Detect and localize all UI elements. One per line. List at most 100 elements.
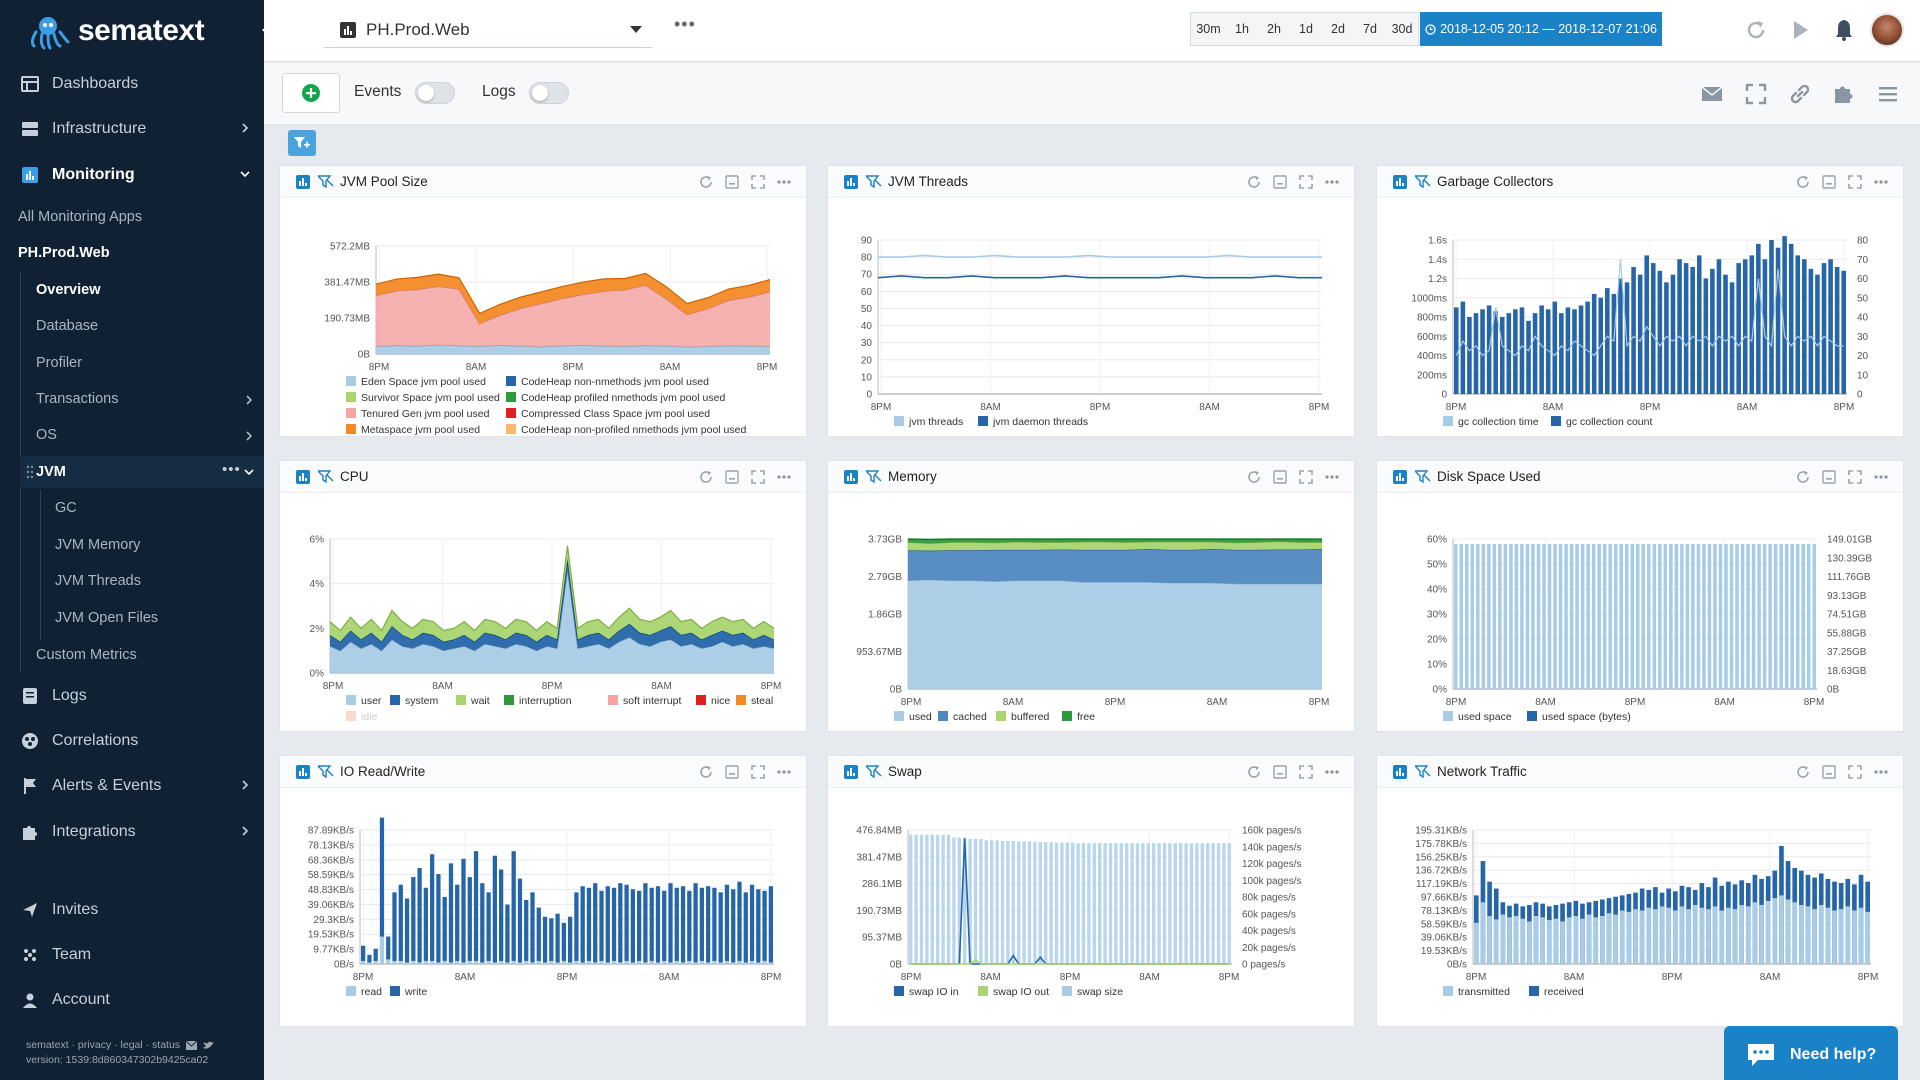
legend-label[interactable]: system <box>405 695 439 707</box>
legend-label[interactable]: nice <box>711 695 730 707</box>
panel-filter-icon[interactable] <box>866 175 882 189</box>
nav-dashboards[interactable]: Dashboards <box>0 62 264 106</box>
chart-type-icon[interactable] <box>296 765 310 779</box>
legend-label[interactable]: CodeHeap non-nmethods jvm pool used <box>521 376 709 388</box>
panel-filter-icon[interactable] <box>1415 765 1431 779</box>
more-icon[interactable] <box>1324 764 1340 780</box>
nav-account[interactable]: Account <box>0 978 264 1022</box>
events-toggle[interactable] <box>415 82 455 104</box>
more-icon[interactable] <box>776 174 792 190</box>
minimize-icon[interactable] <box>1272 469 1288 485</box>
legend-label[interactable]: Tenured Gen jvm pool used <box>361 408 490 420</box>
panel-filter-icon[interactable] <box>318 765 334 779</box>
add-filter-button[interactable] <box>288 130 316 156</box>
all-monitoring-apps-link[interactable]: All Monitoring Apps <box>18 209 143 225</box>
minimize-icon[interactable] <box>1821 469 1837 485</box>
refresh-icon[interactable] <box>1246 469 1262 485</box>
twitter-icon[interactable] <box>203 1041 215 1050</box>
legend-label[interactable]: gc collection time <box>1458 416 1539 428</box>
chart-type-icon[interactable] <box>1393 175 1407 189</box>
refresh-icon[interactable] <box>698 469 714 485</box>
legend-label[interactable]: cached <box>953 711 987 723</box>
nav-invites[interactable]: Invites <box>0 888 264 932</box>
sematext-logo[interactable]: sematext <box>26 12 205 50</box>
minimize-icon[interactable] <box>1821 764 1837 780</box>
nav-logs[interactable]: Logs <box>0 674 264 718</box>
panel-filter-icon[interactable] <box>866 470 882 484</box>
legend-label[interactable]: Compressed Class Space jvm pool used <box>521 408 710 420</box>
fullscreen-icon[interactable] <box>1744 82 1768 106</box>
legend-label[interactable]: read <box>361 986 382 998</box>
refresh-icon[interactable] <box>1795 174 1811 190</box>
expand-icon[interactable] <box>750 764 766 780</box>
legend-label[interactable]: steal <box>751 695 773 707</box>
nav-monitoring[interactable]: Monitoring <box>0 153 264 197</box>
legend-label[interactable]: Survivor Space jvm pool used <box>361 392 500 404</box>
legend-label[interactable]: user <box>361 695 382 707</box>
refresh-icon[interactable] <box>1246 174 1262 190</box>
jvm-more-icon[interactable]: ••• <box>222 461 241 478</box>
range-2d[interactable]: 2d <box>1331 22 1345 36</box>
sidebar-item-transactions[interactable]: Transactions <box>36 391 256 407</box>
puzzle-icon[interactable] <box>1832 82 1856 106</box>
legend-label[interactable]: CodeHeap profiled nmethods jvm pool used <box>521 392 725 404</box>
sidebar-item-jvm-memory[interactable]: JVM Memory <box>55 537 141 553</box>
expand-icon[interactable] <box>1298 174 1314 190</box>
legend-label[interactable]: jvm daemon threads <box>992 416 1088 428</box>
panel-filter-icon[interactable] <box>1415 470 1431 484</box>
range-1h[interactable]: 1h <box>1235 22 1249 36</box>
minimize-icon[interactable] <box>1821 174 1837 190</box>
mail-icon[interactable] <box>186 1041 198 1050</box>
minimize-icon[interactable] <box>724 469 740 485</box>
chart-type-icon[interactable] <box>296 470 310 484</box>
refresh-icon[interactable] <box>698 764 714 780</box>
expand-icon[interactable] <box>750 174 766 190</box>
app-name-link[interactable]: PH.Prod.Web <box>18 245 110 261</box>
legend-label[interactable]: swap IO in <box>909 986 959 998</box>
legend-label[interactable]: Metaspace jvm pool used <box>361 424 480 436</box>
play-icon[interactable] <box>1788 18 1812 42</box>
refresh-icon[interactable] <box>1795 469 1811 485</box>
drag-handle-icon[interactable] <box>26 465 34 479</box>
custom-time-range-button[interactable]: 2018-12-05 20:12 — 2018-12-07 21:06 <box>1420 12 1662 46</box>
panel-filter-icon[interactable] <box>318 175 334 189</box>
refresh-icon[interactable] <box>1744 18 1768 42</box>
more-icon[interactable] <box>1324 469 1340 485</box>
legend-label[interactable]: soft interrupt <box>623 695 681 707</box>
legend-label[interactable]: transmitted <box>1458 986 1510 998</box>
legend-label[interactable]: free <box>1077 711 1095 723</box>
more-icon[interactable] <box>1873 174 1889 190</box>
chart-type-icon[interactable] <box>296 175 310 189</box>
expand-icon[interactable] <box>1298 764 1314 780</box>
app-more-icon[interactable]: ••• <box>674 14 696 34</box>
range-2h[interactable]: 2h <box>1267 22 1281 36</box>
expand-icon[interactable] <box>1847 469 1863 485</box>
expand-icon[interactable] <box>1847 174 1863 190</box>
sidebar-item-profiler[interactable]: Profiler <box>36 355 82 371</box>
chart-type-icon[interactable] <box>1393 470 1407 484</box>
legend-label[interactable]: Eden Space jvm pool used <box>361 376 486 388</box>
need-help-button[interactable]: Need help? <box>1724 1026 1898 1080</box>
sidebar-item-database[interactable]: Database <box>36 318 99 334</box>
nav-integrations[interactable]: Integrations <box>0 810 264 854</box>
legend-label[interactable]: interruption <box>519 695 572 707</box>
menu-icon[interactable] <box>1876 82 1900 106</box>
minimize-icon[interactable] <box>724 174 740 190</box>
email-icon[interactable] <box>1700 82 1724 106</box>
minimize-icon[interactable] <box>1272 764 1288 780</box>
legend-label[interactable]: received <box>1544 986 1584 998</box>
panel-filter-icon[interactable] <box>866 765 882 779</box>
logs-toggle[interactable] <box>529 82 569 104</box>
sidebar-item-os[interactable]: OS <box>36 427 256 443</box>
legend-label[interactable]: jvm threads <box>908 416 963 428</box>
more-icon[interactable] <box>1324 174 1340 190</box>
footer-links[interactable]: sematext · privacy · legal · status <box>26 1039 181 1051</box>
legend-label[interactable]: wait <box>470 695 490 707</box>
more-icon[interactable] <box>776 469 792 485</box>
legend-label[interactable]: write <box>404 986 427 998</box>
minimize-icon[interactable] <box>724 764 740 780</box>
expand-icon[interactable] <box>1847 764 1863 780</box>
legend-label[interactable]: buffered <box>1011 711 1049 723</box>
expand-icon[interactable] <box>1298 469 1314 485</box>
legend-label[interactable]: idle <box>361 711 378 723</box>
